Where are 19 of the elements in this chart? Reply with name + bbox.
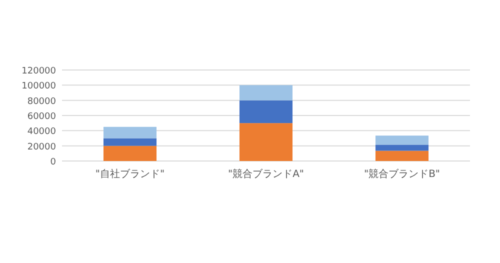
bar <box>375 136 429 145</box>
y-tick-label: 0 <box>50 158 56 168</box>
y-tick-label: 120000 <box>22 66 56 76</box>
bar <box>103 126 157 138</box>
x-tick-label: "自社ブランド" <box>95 168 165 180</box>
x-tick-label: "競合ブランドA" <box>228 168 304 180</box>
bar <box>375 150 429 161</box>
y-tick-label: 60000 <box>27 112 56 122</box>
bar <box>239 123 293 161</box>
y-tick-label: 100000 <box>22 82 56 92</box>
bar <box>375 144 429 151</box>
y-tick-label: 80000 <box>27 96 56 107</box>
y-tick-label: 20000 <box>27 142 56 152</box>
bar <box>239 85 293 100</box>
x-tick-label: "競合ブランドB" <box>364 168 440 180</box>
y-tick-label: 40000 <box>27 127 56 138</box>
bar <box>239 100 293 124</box>
bar <box>103 138 157 146</box>
bar <box>103 146 157 161</box>
